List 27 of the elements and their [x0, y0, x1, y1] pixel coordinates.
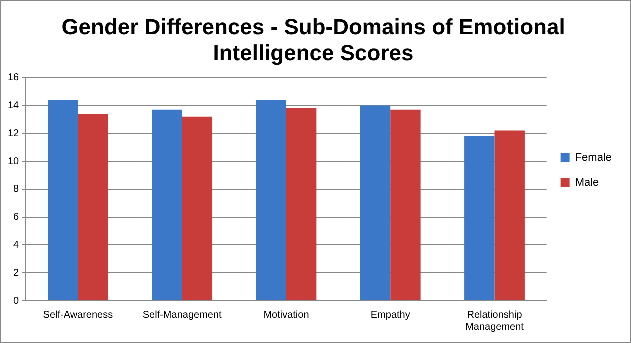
chart-title: Gender Differences - Sub-Domains of Emotional Intelligence Scores: [62, 14, 566, 66]
bar: [360, 106, 391, 300]
bar: [78, 114, 108, 300]
bar: [390, 110, 421, 300]
x-tick-label: Self-Awareness: [43, 310, 114, 321]
bar: [286, 108, 317, 300]
y-tick-label: 10: [8, 156, 20, 168]
x-tick-label: Empathy: [370, 310, 410, 321]
legend-label: Female: [575, 152, 612, 164]
bar: [464, 136, 495, 300]
y-tick-label: 2: [14, 268, 20, 279]
x-tick-label: Self-Management: [142, 310, 222, 321]
y-tick-label: 12: [8, 128, 20, 140]
x-tick-label: Motivation: [264, 310, 310, 321]
y-tick-label: 14: [8, 100, 20, 112]
y-tick-label: 4: [14, 240, 20, 251]
bar: [182, 116, 213, 300]
bar: [48, 100, 78, 300]
y-tick-label: 0: [14, 296, 20, 307]
y-tick-label: 8: [14, 184, 20, 196]
y-tick-label: 16: [8, 72, 20, 84]
y-tick-label: 6: [14, 212, 20, 224]
bar: [494, 130, 525, 300]
legend-label: Male: [575, 177, 600, 190]
bar: [256, 100, 286, 300]
bar: [152, 110, 182, 300]
x-tick-label: Relationship Management: [466, 310, 524, 333]
